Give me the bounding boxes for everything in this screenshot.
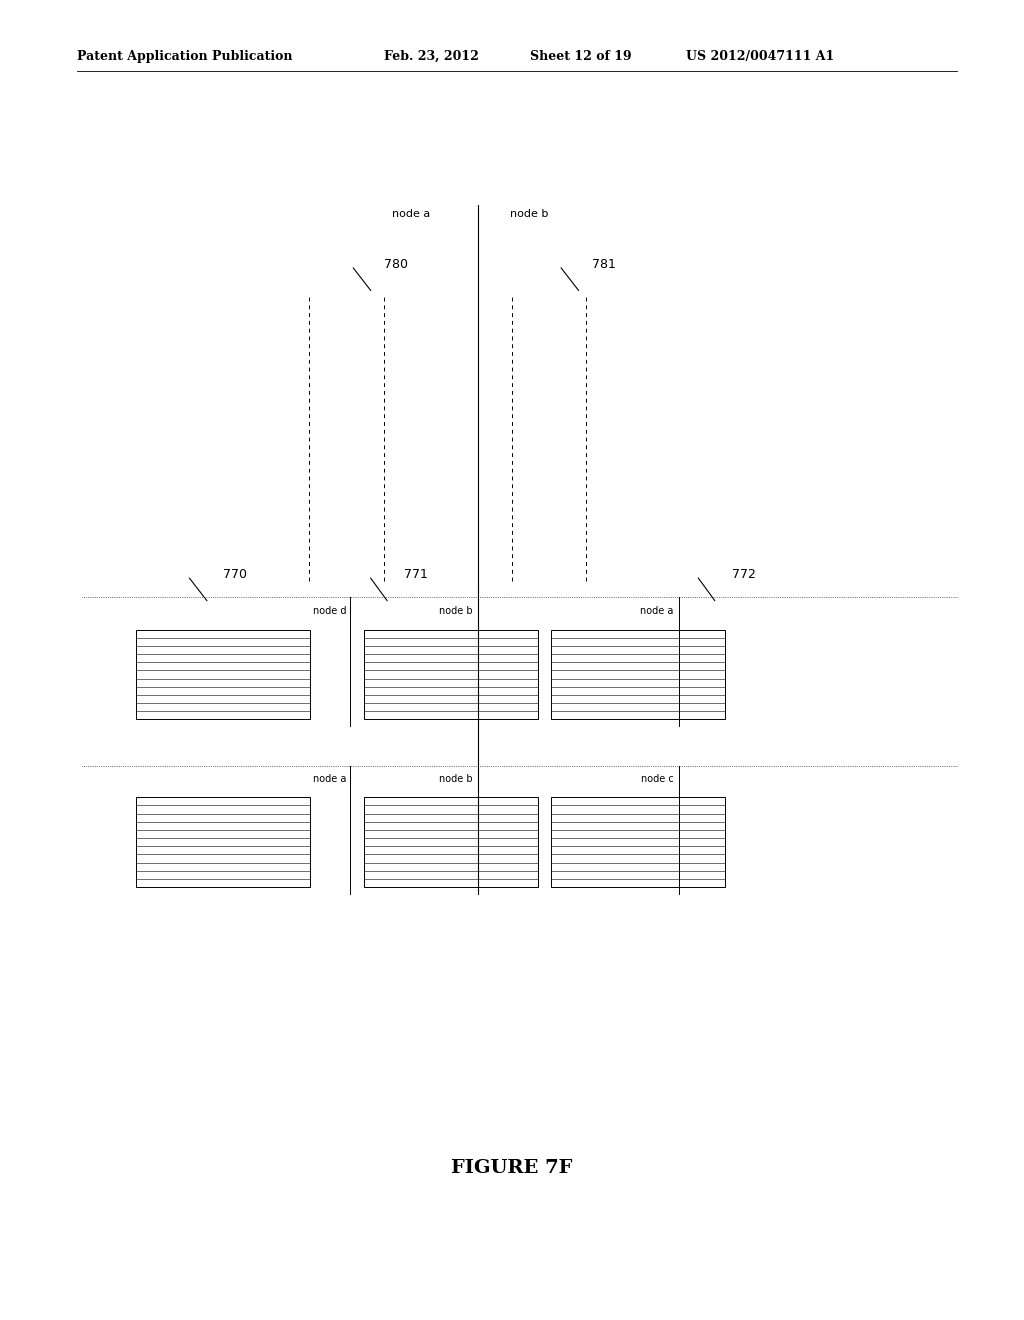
Bar	[551, 797, 725, 887]
Text: 780: 780	[384, 257, 408, 271]
Bar	[551, 630, 725, 719]
Text: node c: node c	[641, 774, 674, 784]
Bar	[136, 797, 310, 887]
Text: 781: 781	[592, 257, 615, 271]
Text: node a: node a	[312, 774, 346, 784]
Text: node a: node a	[640, 606, 674, 616]
Text: node b: node b	[510, 209, 548, 219]
Bar	[136, 630, 310, 719]
Text: US 2012/0047111 A1: US 2012/0047111 A1	[686, 50, 835, 63]
Bar	[364, 630, 538, 719]
Text: node b: node b	[439, 606, 473, 616]
Text: 770: 770	[223, 568, 247, 581]
Text: node a: node a	[392, 209, 430, 219]
Bar	[364, 797, 538, 887]
Text: node d: node d	[312, 606, 346, 616]
Text: 771: 771	[404, 568, 428, 581]
Text: 772: 772	[732, 568, 756, 581]
Text: FIGURE 7F: FIGURE 7F	[452, 1159, 572, 1177]
Text: Patent Application Publication: Patent Application Publication	[77, 50, 292, 63]
Text: Feb. 23, 2012: Feb. 23, 2012	[384, 50, 479, 63]
Text: Sheet 12 of 19: Sheet 12 of 19	[530, 50, 632, 63]
Text: node b: node b	[439, 774, 473, 784]
